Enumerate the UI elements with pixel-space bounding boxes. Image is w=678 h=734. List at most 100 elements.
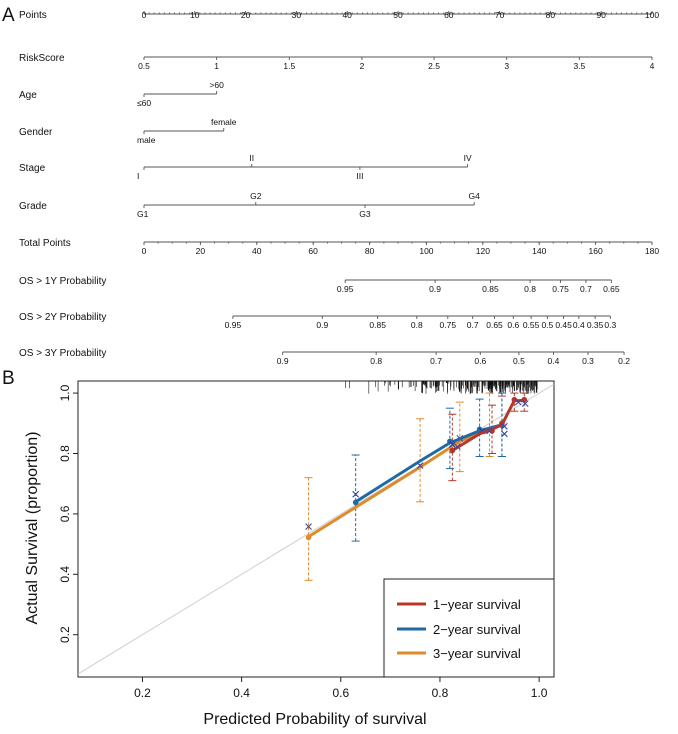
tick-label-os-1y-probability-2: 0.85 [482, 284, 499, 294]
row-label-age: Age [19, 90, 37, 101]
series-line-1-year-survival [451, 399, 525, 452]
tick-label-total-points-0: 0 [142, 246, 147, 256]
tick-label-os-2y-probability-0: 0.95 [225, 320, 242, 330]
cross-2-year-survival-0 [352, 490, 360, 498]
tick-label-os-1y-probability-5: 0.7 [580, 284, 592, 294]
cross-2-year-survival-3 [501, 430, 508, 438]
tick-label-grade-0: G1 [137, 209, 149, 219]
tick-label-points-3: 30 [292, 10, 302, 20]
legend: 1−year survival 2−year survival 3−year s… [383, 578, 555, 678]
tick-label-gender-0: male [137, 135, 156, 145]
tick-label-grade-3: G4 [469, 191, 481, 201]
plot-content [78, 381, 554, 675]
tick-label-os-3y-probability-4: 0.5 [513, 356, 525, 366]
tick-label-age-0: ≤60 [137, 98, 151, 108]
x-tick-label-2: 0.6 [332, 686, 349, 700]
cross-2-year-survival-1 [448, 441, 456, 448]
tick-label-riskscore-6: 3.5 [573, 61, 585, 71]
tick-label-points-2: 20 [241, 10, 251, 20]
y-tick-label-0: 0.2 [58, 626, 72, 643]
row-label-os-3y-probability: OS > 3Y Probability [19, 348, 106, 359]
tick-label-age-1: >60 [209, 80, 224, 90]
point-1-year-survival-0 [449, 447, 456, 454]
y-axis-label: Actual Survival (proportion) [24, 432, 41, 625]
tick-label-os-2y-probability-12: 0.35 [587, 320, 604, 330]
row-label-stage: Stage [19, 163, 46, 174]
tick-label-os-2y-probability-5: 0.7 [467, 320, 479, 330]
tick-label-riskscore-3: 2 [360, 61, 365, 71]
tick-label-os-2y-probability-13: 0.3 [604, 320, 616, 330]
tick-label-riskscore-2: 1.5 [283, 61, 295, 71]
tick-label-riskscore-5: 3 [504, 61, 509, 71]
tick-label-total-points-1: 20 [196, 246, 206, 256]
cross-1-year-survival-0 [453, 443, 461, 450]
tick-label-os-2y-probability-3: 0.8 [411, 320, 423, 330]
point-1-year-survival-4 [521, 396, 528, 403]
tick-label-os-2y-probability-7: 0.6 [507, 320, 519, 330]
legend-label-2y: 2−year survival [433, 622, 521, 637]
tick-label-points-10: 100 [645, 10, 659, 20]
row-label-grade: Grade [19, 201, 47, 212]
y-tick-label-1: 0.4 [58, 566, 72, 583]
tick-label-os-3y-probability-3: 0.6 [474, 356, 486, 366]
tick-label-total-points-4: 80 [365, 246, 375, 256]
tick-label-os-2y-probability-1: 0.9 [316, 320, 328, 330]
axes: 0.2 0.4 0.6 0.8 1.0 0.2 0.4 0.6 0.8 1.0 [58, 384, 548, 700]
y-tick-label-2: 0.6 [58, 505, 72, 522]
cross-1-year-survival-4 [521, 400, 529, 408]
tick-label-stage-3: IV [464, 153, 472, 163]
row-label-os-2y-probability: OS > 2Y Probability [19, 312, 106, 323]
legend-label-3y: 3−year survival [433, 646, 521, 661]
tick-label-total-points-2: 40 [252, 246, 262, 256]
cross-1-year-survival-3 [514, 398, 522, 406]
tick-label-total-points-5: 100 [419, 246, 433, 256]
tick-label-total-points-9: 180 [645, 246, 659, 256]
tick-label-os-2y-probability-2: 0.85 [369, 320, 386, 330]
tick-label-os-1y-probability-1: 0.9 [429, 284, 441, 294]
panel-b-label: B [2, 368, 15, 389]
tick-label-os-3y-probability-6: 0.3 [582, 356, 594, 366]
tick-label-riskscore-4: 2.5 [428, 61, 440, 71]
tick-label-points-9: 90 [596, 10, 606, 20]
cross-1-year-survival-2 [501, 422, 508, 430]
tick-label-os-1y-probability-3: 0.8 [524, 284, 536, 294]
tick-label-points-4: 40 [342, 10, 352, 20]
tick-label-os-2y-probability-10: 0.45 [555, 320, 572, 330]
tick-label-os-2y-probability-9: 0.5 [541, 320, 553, 330]
tick-label-points-6: 60 [444, 10, 454, 20]
tick-label-total-points-6: 120 [476, 246, 490, 256]
tick-label-riskscore-0: 0.5 [138, 61, 150, 71]
y-tick-label-4: 1.0 [58, 384, 72, 401]
row-label-os-1y-probability: OS > 1Y Probability [19, 276, 106, 287]
legend-label-1y: 1−year survival [433, 597, 521, 612]
tick-label-os-3y-probability-0: 0.9 [277, 356, 289, 366]
tick-label-os-3y-probability-2: 0.7 [430, 356, 442, 366]
tick-label-os-3y-probability-5: 0.4 [548, 356, 560, 366]
tick-label-points-8: 80 [546, 10, 556, 20]
row-label-riskscore: RiskScore [19, 53, 65, 64]
tick-label-stage-1: II [249, 153, 254, 163]
tick-label-os-1y-probability-4: 0.75 [552, 284, 569, 294]
tick-label-total-points-3: 60 [308, 246, 318, 256]
tick-label-grade-2: G3 [359, 209, 371, 219]
tick-label-os-2y-probability-8: 0.55 [523, 320, 540, 330]
tick-label-stage-0: I [137, 171, 139, 181]
tick-label-riskscore-1: 1 [214, 61, 219, 71]
panel-a-label: A [2, 5, 15, 26]
tick-label-points-1: 10 [190, 10, 200, 20]
tick-label-os-2y-probability-11: 0.4 [573, 320, 585, 330]
tick-label-stage-2: III [356, 171, 363, 181]
cross-1-year-survival-1 [486, 427, 493, 435]
x-tick-label-0: 0.2 [134, 686, 151, 700]
tick-label-os-2y-probability-4: 0.75 [440, 320, 457, 330]
point-2-year-survival-2 [476, 426, 483, 433]
tick-label-points-5: 50 [393, 10, 403, 20]
y-tick-label-3: 0.8 [58, 445, 72, 462]
row-label-total-points: Total Points [19, 238, 71, 249]
tick-label-os-1y-probability-6: 0.65 [603, 284, 620, 294]
calibration-plot: 0.2 0.4 0.6 0.8 1.0 0.2 0.4 0.6 0.8 1.0 Predicted… [24, 380, 555, 728]
point-2-year-survival-0 [352, 499, 359, 506]
point-3-year-survival-0 [305, 534, 312, 541]
tick-label-gender-1: female [211, 117, 237, 127]
